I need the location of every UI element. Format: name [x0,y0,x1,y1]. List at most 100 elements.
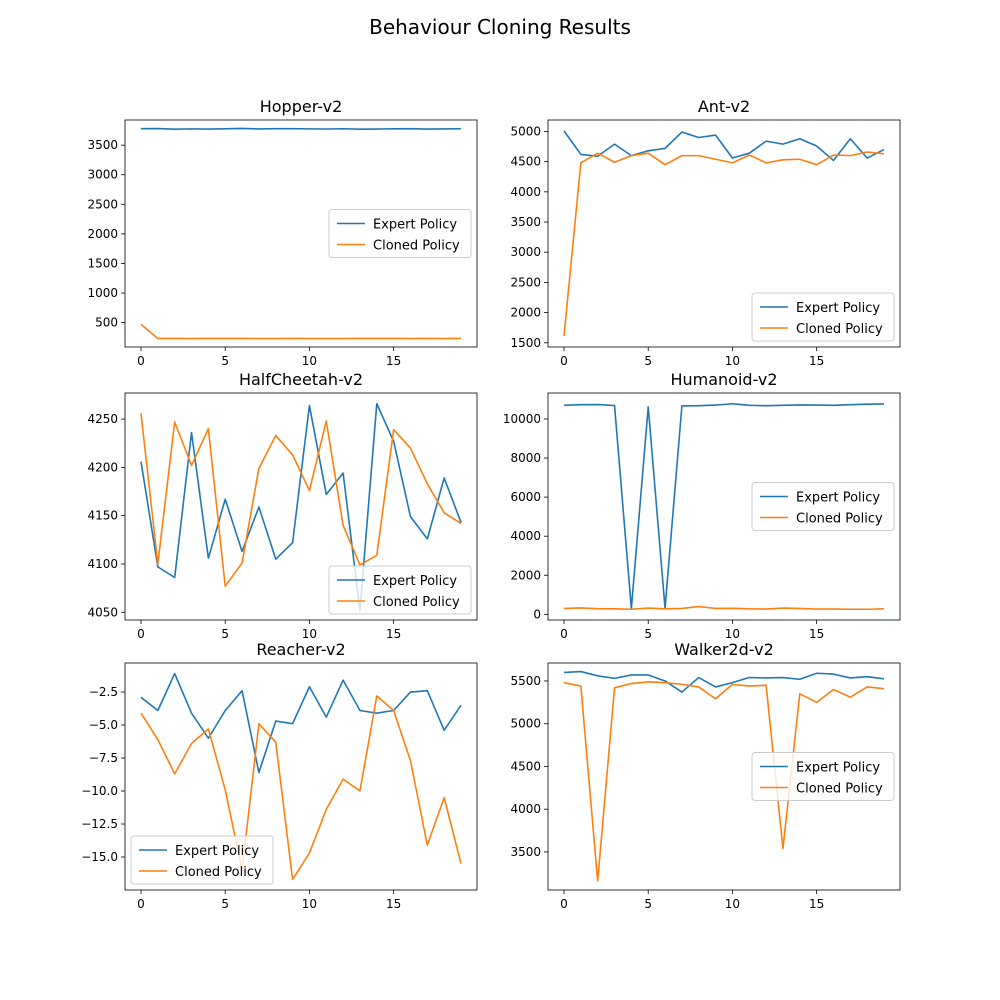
legend: Expert Policy Cloned Policy [328,565,472,615]
y-tick-label: −10.0 [81,784,118,798]
y-tick-label: −15.0 [81,850,118,864]
legend-label: Cloned Policy [373,595,460,610]
series-line-cloned [140,695,462,881]
legend-label: Expert Policy [796,301,880,316]
legend: Expert Policy Cloned Policy [328,209,472,258]
subplot-title: Humanoid-v2 [670,370,777,389]
x-tick-label: 10 [725,897,740,911]
x-tick-label: 0 [560,897,568,911]
subplot-3: Humanoid-v2 0 5 10 15 0 2000 4000 6000 8000 10000 E… [503,370,901,641]
x-tick-label: 0 [137,897,145,911]
y-tick-label: 10000 [503,412,541,426]
subplot-title: Hopper-v2 [260,97,343,116]
y-tick-label: 1500 [87,256,118,270]
y-tick-label: 8000 [510,451,541,465]
x-tick-label: 0 [137,627,145,641]
legend-label: Expert Policy [373,574,457,589]
subplot-title: Ant-v2 [698,97,750,116]
subplot-4: Reacher-v2 0 5 10 15 −15.0 −12.5 −10.0 −7.5 −5.0 −… [81,640,478,911]
x-tick-label: 5 [644,897,652,911]
legend-label: Cloned Policy [796,782,883,797]
x-tick-label: 10 [725,627,740,641]
legend: Expert Policy Cloned Policy [130,835,274,885]
subplot-5: Walker2d-v2 0 5 10 15 3500 4000 4500 5000 5500 Exp… [510,640,901,911]
legend-label: Expert Policy [796,491,880,506]
y-tick-label: 2500 [87,197,118,211]
y-tick-label: −12.5 [81,817,118,831]
subplot-0: Hopper-v2 0 5 10 15 500 1000 1500 2000 2500 3000 35… [87,97,478,368]
y-tick-label: 2000 [510,568,541,582]
x-tick-label: 0 [560,627,568,641]
legend-box [751,292,895,342]
y-tick-label: −7.5 [89,751,118,765]
legend: Expert Policy Cloned Policy [751,482,895,531]
axes-frame [124,119,478,348]
x-tick-label: 10 [725,354,740,368]
x-tick-label: 15 [809,897,824,911]
subplot-title: HalfCheetah-v2 [239,370,363,389]
series-line-cloned [140,413,462,587]
y-tick-label: 3500 [510,215,541,229]
x-tick-label: 0 [137,354,145,368]
y-tick-label: 4500 [510,155,541,169]
x-tick-label: 5 [221,354,229,368]
y-tick-label: −2.5 [89,685,118,699]
y-tick-label: 4500 [510,759,541,773]
axes-frame [547,392,901,621]
x-tick-label: 10 [302,627,317,641]
y-tick-label: 4000 [510,529,541,543]
axes-frame [547,662,901,891]
series-line-expert [563,130,885,162]
subplot-1: Ant-v2 0 5 10 15 1500 2000 2500 3000 3500 4000 4500… [510,97,901,368]
x-tick-label: 15 [386,354,401,368]
x-tick-label: 5 [221,627,229,641]
series-line-expert [140,672,462,774]
legend-box [751,752,895,801]
series-line-cloned [563,151,885,337]
y-tick-label: 2000 [510,306,541,320]
subplot-title: Reacher-v2 [256,640,345,659]
x-tick-label: 10 [302,897,317,911]
x-tick-label: 0 [560,354,568,368]
x-tick-label: 15 [386,897,401,911]
y-tick-label: 4050 [87,605,118,619]
y-tick-label: 0 [533,607,541,621]
y-tick-label: 5500 [510,674,541,688]
legend-box [751,482,895,531]
x-tick-label: 5 [221,897,229,911]
series-line-cloned [563,605,885,611]
legend-label: Expert Policy [175,844,259,859]
subplot-2: HalfCheetah-v2 0 5 10 15 4050 4100 4150 4200 4250… [87,370,478,641]
y-tick-label: 3000 [87,168,118,182]
x-tick-label: 10 [302,354,317,368]
y-tick-label: −5.0 [89,718,118,732]
y-tick-label: 4200 [87,460,118,474]
legend-label: Cloned Policy [175,865,262,880]
y-tick-label: 4250 [87,412,118,426]
legend-label: Cloned Policy [796,512,883,527]
legend-label: Expert Policy [373,218,457,233]
legend-label: Cloned Policy [373,239,460,254]
legend-box [328,565,472,615]
y-tick-label: 3000 [510,245,541,259]
y-tick-label: 2500 [510,275,541,289]
series-line-expert [563,670,885,693]
legend-box [328,209,472,258]
legend-label: Cloned Policy [796,322,883,337]
series-line-expert [140,127,462,130]
figure-title: Behaviour Cloning Results [369,15,631,39]
x-tick-label: 15 [386,627,401,641]
x-tick-label: 15 [809,627,824,641]
x-tick-label: 5 [644,354,652,368]
series-line-cloned [563,681,885,882]
y-tick-label: 500 [95,316,118,330]
y-tick-label: 6000 [510,490,541,504]
y-tick-label: 4000 [510,185,541,199]
axes-frame [547,119,901,348]
y-tick-label: 5000 [510,124,541,138]
legend: Expert Policy Cloned Policy [751,752,895,801]
series-line-cloned [140,323,462,340]
y-tick-label: 4000 [510,802,541,816]
